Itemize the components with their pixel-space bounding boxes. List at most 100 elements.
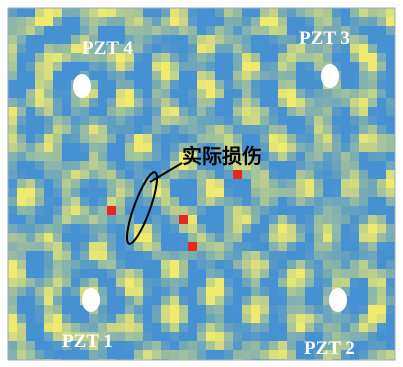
texture-cell <box>305 53 314 62</box>
texture-cell <box>98 161 107 170</box>
texture-cell <box>8 134 17 143</box>
texture-cell <box>215 134 224 143</box>
texture-cell <box>305 233 314 242</box>
texture-cell <box>170 323 179 332</box>
texture-cell <box>341 161 350 170</box>
texture-cell <box>17 17 26 26</box>
texture-cell <box>206 35 215 44</box>
texture-cell <box>242 305 251 314</box>
texture-cell <box>98 233 107 242</box>
texture-cell <box>341 233 350 242</box>
texture-cell <box>107 278 116 287</box>
texture-cell <box>242 188 251 197</box>
texture-cell <box>170 179 179 188</box>
texture-cell <box>71 17 80 26</box>
texture-cell <box>8 341 17 350</box>
texture-cell <box>233 8 242 17</box>
texture-cell <box>197 278 206 287</box>
texture-cell <box>233 26 242 35</box>
texture-cell <box>314 296 323 305</box>
texture-cell <box>170 350 179 359</box>
texture-cell <box>359 143 368 152</box>
texture-cell <box>242 116 251 125</box>
texture-cell <box>206 71 215 80</box>
texture-cell <box>98 179 107 188</box>
texture-cell <box>224 296 233 305</box>
texture-cell <box>44 323 53 332</box>
texture-cell <box>323 314 332 323</box>
texture-cell <box>215 62 224 71</box>
texture-cell <box>215 233 224 242</box>
texture-cell <box>26 278 35 287</box>
texture-cell <box>179 305 188 314</box>
texture-cell <box>98 143 107 152</box>
texture-cell <box>350 62 359 71</box>
texture-cell <box>251 35 260 44</box>
sensor-label: PZT 2 <box>304 338 355 359</box>
texture-cell <box>188 26 197 35</box>
texture-cell <box>323 188 332 197</box>
texture-cell <box>125 143 134 152</box>
texture-cell <box>8 152 17 161</box>
texture-cell <box>53 188 62 197</box>
texture-cell <box>260 125 269 134</box>
texture-cell <box>350 296 359 305</box>
texture-cell <box>296 323 305 332</box>
texture-cell <box>296 287 305 296</box>
texture-cell <box>44 80 53 89</box>
texture-cell <box>161 17 170 26</box>
texture-cell <box>26 224 35 233</box>
texture-cell <box>296 179 305 188</box>
texture-cell <box>152 8 161 17</box>
texture-cell <box>17 62 26 71</box>
texture-cell <box>116 17 125 26</box>
texture-cell <box>80 17 89 26</box>
texture-cell <box>332 242 341 251</box>
texture-cell <box>26 341 35 350</box>
texture-cell <box>233 125 242 134</box>
texture-cell <box>251 80 260 89</box>
texture-cell <box>206 179 215 188</box>
texture-cell <box>188 296 197 305</box>
texture-cell <box>26 125 35 134</box>
texture-cell <box>341 152 350 161</box>
texture-cell <box>134 314 143 323</box>
texture-cell <box>152 323 161 332</box>
texture-cell <box>269 26 278 35</box>
texture-cell <box>71 179 80 188</box>
texture-cell <box>62 134 71 143</box>
texture-cell <box>179 260 188 269</box>
texture-cell <box>323 215 332 224</box>
texture-cell <box>89 179 98 188</box>
texture-cell <box>26 215 35 224</box>
texture-cell <box>8 269 17 278</box>
texture-cell <box>89 62 98 71</box>
texture-cell <box>305 278 314 287</box>
texture-cell <box>125 17 134 26</box>
texture-cell <box>350 152 359 161</box>
texture-cell <box>98 215 107 224</box>
heatmap-texture <box>8 8 395 367</box>
texture-cell <box>26 251 35 260</box>
texture-cell <box>224 8 233 17</box>
texture-cell <box>197 233 206 242</box>
texture-cell <box>242 233 251 242</box>
texture-cell <box>188 107 197 116</box>
texture-cell <box>296 251 305 260</box>
texture-cell <box>377 170 386 179</box>
texture-cell <box>143 134 152 143</box>
texture-cell <box>314 242 323 251</box>
texture-cell <box>179 116 188 125</box>
texture-cell <box>323 125 332 134</box>
texture-cell <box>323 53 332 62</box>
texture-cell <box>242 179 251 188</box>
texture-cell <box>332 161 341 170</box>
texture-cell <box>323 269 332 278</box>
texture-cell <box>368 170 377 179</box>
texture-cell <box>251 341 260 350</box>
texture-cell <box>44 53 53 62</box>
texture-cell <box>35 305 44 314</box>
texture-cell <box>116 107 125 116</box>
texture-cell <box>260 179 269 188</box>
texture-cell <box>53 143 62 152</box>
